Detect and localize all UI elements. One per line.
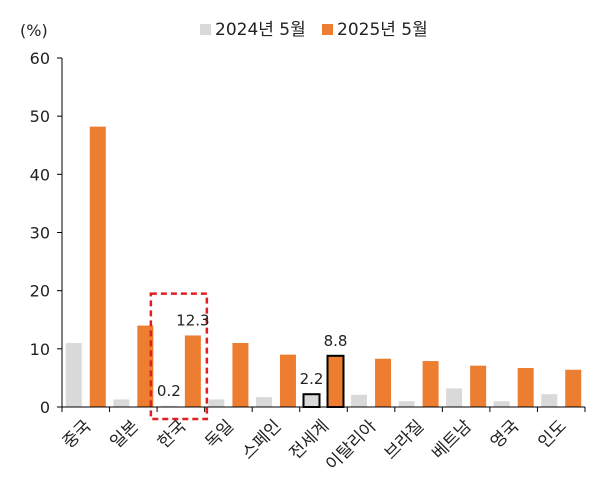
bar-2025-8 xyxy=(470,365,487,407)
bar-2024-4 xyxy=(255,397,272,407)
x-category-label: 이탈리아 xyxy=(322,416,381,475)
bar-2025-5 xyxy=(326,354,345,408)
bar-2025-10 xyxy=(565,369,582,407)
y-axis: 0 10 20 30 40 50 60 xyxy=(30,49,63,417)
bar-2025-6 xyxy=(375,358,392,407)
bar-2024-6 xyxy=(351,394,368,407)
x-category-label: 브라질 xyxy=(381,416,428,463)
bar-2024-5 xyxy=(302,393,321,409)
data-label: 12.3 xyxy=(176,311,209,329)
bar-2024-8 xyxy=(446,388,463,407)
y-tick-label: 30 xyxy=(30,224,50,243)
bar-2024-10 xyxy=(541,394,558,407)
legend-swatch-2 xyxy=(322,24,333,35)
bar-2025-4 xyxy=(279,354,296,407)
x-category-label: 한국 xyxy=(154,416,190,452)
y-tick-label: 20 xyxy=(30,282,50,301)
y-tick-label: 50 xyxy=(30,107,50,126)
x-category-label: 스페인 xyxy=(238,416,285,463)
y-tick-label: 0 xyxy=(40,398,50,417)
bar-2024-0 xyxy=(65,343,82,407)
y-tick-label: 60 xyxy=(30,49,50,68)
legend: 2024년 5월 2025년 5월 xyxy=(200,20,428,40)
x-category-label: 영국 xyxy=(487,416,523,452)
x-category-label: 중국 xyxy=(59,416,95,452)
legend-swatch-1 xyxy=(200,24,211,35)
data-labels: 0.2 12.3 2.2 8.8 xyxy=(157,311,347,399)
x-category-label: 일본 xyxy=(107,416,143,452)
bars xyxy=(65,126,582,421)
y-tick-label: 10 xyxy=(30,340,50,359)
bar-2024-2 xyxy=(160,405,177,407)
x-category-label: 인도 xyxy=(535,416,571,452)
bar-2024-3 xyxy=(208,399,225,407)
data-label: 0.2 xyxy=(157,382,181,400)
legend-label-2: 2025년 5월 xyxy=(337,20,428,40)
data-label: 8.8 xyxy=(324,332,348,350)
bar-2025-0 xyxy=(89,126,106,408)
bar-2025-2 xyxy=(184,335,201,407)
bar-2024-1 xyxy=(113,399,130,407)
bar-2024-9 xyxy=(493,401,510,407)
y-tick-label: 40 xyxy=(30,165,50,184)
highlight-box xyxy=(149,292,209,421)
bar-2025-7 xyxy=(422,361,439,407)
data-label: 2.2 xyxy=(300,370,324,388)
bar-2025-3 xyxy=(232,343,249,407)
bar-2025-1 xyxy=(137,325,154,407)
bar-2024-7 xyxy=(398,401,415,407)
x-category-label: 베트남 xyxy=(428,416,476,464)
x-category-label: 독일 xyxy=(202,416,238,452)
y-axis-unit-label: (%) xyxy=(20,21,48,40)
bar-2025-9 xyxy=(517,368,534,407)
legend-label-1: 2024년 5월 xyxy=(215,20,306,40)
